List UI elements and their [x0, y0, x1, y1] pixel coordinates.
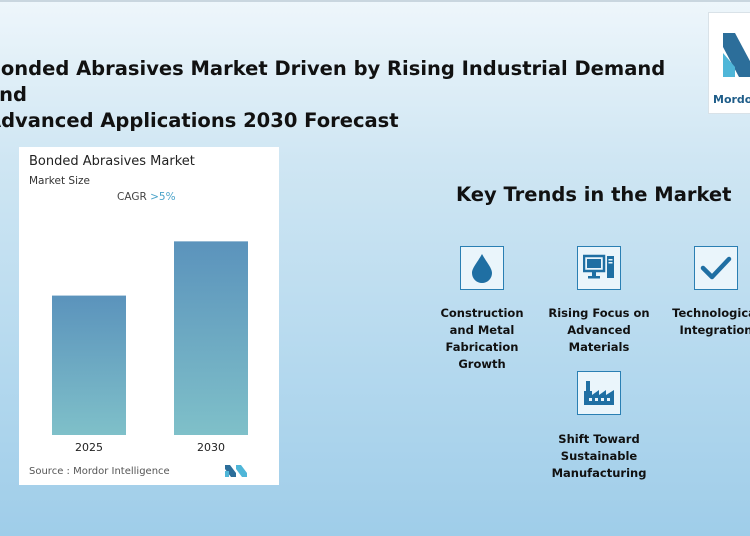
- mordor-logo-text: Mordor: [713, 93, 750, 106]
- trend-label-2: Rising Focus on Advanced Materials: [548, 306, 650, 354]
- factory-icon: [584, 381, 614, 405]
- page-title-line-2: Advanced Applications 2030 Forecast: [0, 109, 399, 132]
- page-title: Bonded Abrasives Market Driven by Rising…: [0, 56, 666, 134]
- cagr-text: CAGR: [117, 191, 147, 203]
- bar-2030: [174, 241, 248, 435]
- trend-label-1: Construction and Metal Fabrication Growt…: [440, 306, 524, 371]
- computer-icon: [583, 254, 614, 279]
- top-rule: [0, 0, 750, 2]
- bar-2025: [52, 295, 126, 435]
- chart-title: Bonded Abrasives Market: [29, 154, 195, 169]
- cagr-label: CAGR >5%: [117, 191, 176, 203]
- bar-chart: 2025 2030: [52, 241, 248, 454]
- trend-icon-box-2: [577, 246, 621, 290]
- mordor-logo-mark-icon: [723, 33, 750, 77]
- page-title-line-1: Bonded Abrasives Market Driven by Rising…: [0, 57, 666, 106]
- checkmark-icon: [700, 256, 732, 280]
- mordor-logo: Mordor: [708, 12, 750, 114]
- chart-source: Source : Mordor Intelligence: [29, 466, 170, 477]
- trend-icon-box-4: [577, 371, 621, 415]
- drop-icon: [472, 254, 492, 283]
- trend-icon-box-1: [460, 246, 504, 290]
- trends-heading: Key Trends in the Market: [456, 183, 732, 206]
- x-tick-label-2030: 2030: [197, 441, 225, 454]
- x-tick-label-2025: 2025: [75, 441, 103, 454]
- chart-card: Bonded Abrasives Market Market Size CAGR…: [19, 147, 279, 485]
- mordor-small-logo-icon: [225, 465, 247, 477]
- chart-subtitle: Market Size: [29, 175, 90, 187]
- trend-label-4: Shift Toward Sustainable Manufacturing: [551, 432, 647, 480]
- trend-label-3: Technological Integration: [672, 306, 750, 337]
- cagr-value: >5%: [150, 191, 176, 203]
- trend-icon-box-3: [694, 246, 738, 290]
